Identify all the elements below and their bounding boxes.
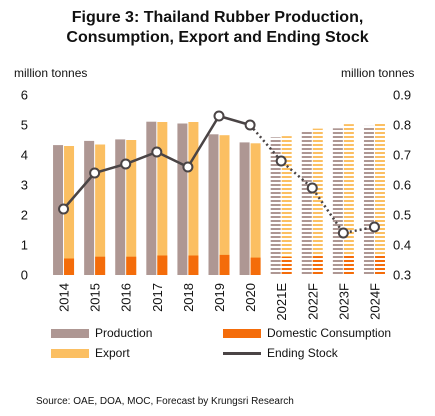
category-label: 2021E (274, 283, 289, 321)
category-label: 2015 (88, 283, 103, 312)
bar-production (146, 121, 157, 275)
source-note: Source: OAE, DOA, MOC, Forecast by Krung… (36, 396, 294, 407)
right-axis-tick-label: 0.9 (393, 88, 411, 103)
category-label: 2017 (150, 283, 165, 312)
legend-production: Production (51, 326, 152, 340)
right-axis-unit-label: million tonnes (341, 66, 415, 80)
marker-ending-stock (337, 227, 349, 239)
marker-ending-stock (182, 161, 194, 173)
left-axis-unit-label: million tonnes (14, 66, 88, 80)
bar-domestic-consumption (126, 256, 137, 275)
marker-ending-stock (244, 119, 256, 131)
bar-production (270, 137, 281, 275)
bar-export (374, 123, 385, 275)
bar-export (312, 128, 323, 275)
category-label: 2016 (119, 283, 134, 312)
category-label: 2022F (305, 283, 320, 320)
line-ending-stock-forecast (249, 124, 375, 235)
bar-domestic-consumption (374, 254, 385, 275)
marker-ending-stock (275, 155, 287, 167)
category-label: 2023F (336, 283, 351, 320)
bar-production (53, 145, 64, 275)
legend-domestic-consumption-label: Domestic Consumption (267, 326, 392, 340)
bar-production (115, 139, 126, 275)
right-axis-tick-label: 0.7 (393, 148, 411, 163)
category-label: 2014 (57, 283, 72, 312)
left-axis-tick-label: 0 (21, 268, 28, 283)
category-label: 2024F (367, 283, 382, 320)
bar-production (84, 140, 95, 275)
bar-export (188, 122, 199, 275)
bar-domestic-consumption (157, 255, 168, 275)
left-axis-tick-label: 3 (21, 178, 28, 193)
left-axis-tick-label: 4 (21, 148, 28, 163)
bar-export (281, 136, 292, 275)
category-label: 2018 (181, 283, 196, 312)
marker-ending-stock (58, 203, 70, 215)
legend-export: Export (51, 346, 130, 360)
bar-domestic-consumption (312, 256, 323, 275)
right-axis-tick-label: 0.8 (393, 118, 411, 133)
bar-production (177, 123, 188, 275)
legend-export-swatch (51, 348, 89, 358)
category-label: 2019 (212, 283, 227, 312)
legend-ending-stock-label: Ending Stock (267, 346, 338, 360)
bar-export (250, 143, 261, 275)
bar-production (332, 128, 343, 275)
bar-domestic-consumption (281, 257, 292, 275)
bar-domestic-consumption (95, 256, 106, 275)
bar-export (343, 124, 354, 275)
bar-export (219, 135, 230, 275)
left-axis-tick-label: 2 (21, 208, 28, 223)
bar-domestic-consumption (64, 258, 75, 275)
right-axis-tick-label: 0.6 (393, 178, 411, 193)
legend-domestic-consumption: Domestic Consumption (223, 326, 391, 340)
bar-production (208, 134, 219, 275)
legend-production-swatch (51, 328, 89, 338)
right-axis-tick-label: 0.4 (393, 238, 411, 253)
marker-ending-stock (151, 146, 163, 158)
bar-domestic-consumption (250, 257, 261, 275)
bar-domestic-consumption (188, 255, 199, 275)
chart-title-line2: Consumption, Export and Ending Stock (66, 29, 369, 46)
right-axis-tick-label: 0.5 (393, 208, 411, 223)
marker-ending-stock (306, 182, 318, 194)
chart-title-line1: Figure 3: Thailand Rubber Production, (71, 9, 364, 26)
right-axis-tick-label: 0.3 (393, 268, 411, 283)
bar-export (157, 122, 168, 275)
left-axis-tick-label: 1 (21, 238, 28, 253)
bar-domestic-consumption (343, 255, 354, 275)
legend-ending-stock: Ending Stock (223, 346, 338, 360)
category-label: 2020 (243, 283, 258, 312)
left-axis-tick-label: 5 (21, 118, 28, 133)
marker-ending-stock (89, 167, 101, 179)
bar-production (239, 142, 250, 275)
bar-domestic-consumption (219, 254, 230, 275)
legend-domestic-consumption-swatch (223, 328, 261, 338)
legend-export-label: Export (95, 346, 130, 360)
marker-ending-stock (368, 221, 380, 233)
bar-export (64, 146, 75, 275)
bar-production (363, 125, 374, 276)
bar-export (126, 140, 137, 275)
legend-production-label: Production (95, 326, 153, 340)
marker-ending-stock (120, 158, 132, 170)
left-axis-tick-label: 6 (21, 88, 28, 103)
legend-ending-stock-swatch (223, 351, 261, 355)
marker-ending-stock (213, 110, 225, 122)
bar-export (95, 144, 106, 275)
bar-production (301, 130, 312, 275)
